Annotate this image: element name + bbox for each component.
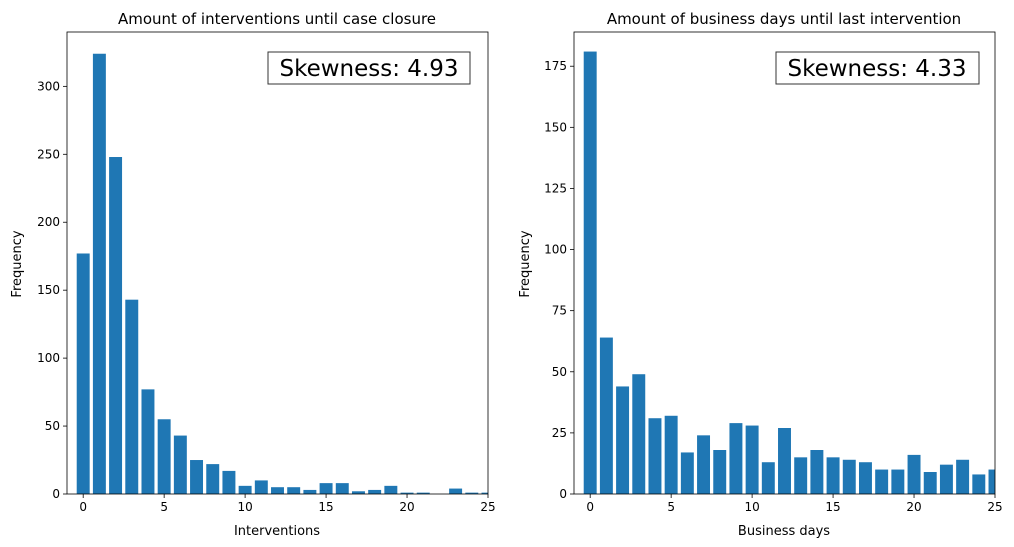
bar [907,454,921,494]
y-tick-label: 300 [37,79,60,93]
bar [972,474,986,494]
bar [400,492,414,494]
x-tick-label: 25 [987,500,1002,514]
y-tick-label: 100 [37,351,60,365]
bar [923,472,937,494]
x-tick-label: 20 [906,500,921,514]
y-axis-label: Frequency [10,230,25,297]
bar [449,488,463,494]
bar [826,457,840,494]
bar [680,452,694,494]
bar [222,470,236,494]
bar [939,464,953,494]
chart-business-days: Amount of business days until last inter… [518,10,1003,539]
bar [125,299,139,494]
bar [761,462,775,494]
bar [303,489,317,494]
bar [664,415,678,494]
y-tick-label: 75 [552,304,567,318]
bar [465,492,479,494]
bar [109,157,123,494]
x-tick-label: 20 [399,500,414,514]
bar [778,428,791,494]
y-tick-label: 50 [45,419,60,433]
bar [206,464,220,494]
bar [745,425,759,494]
bar [92,53,106,494]
bar [173,435,187,494]
x-tick-label: 5 [667,500,675,514]
bar [858,462,872,494]
y-tick-label: 0 [52,487,60,501]
bar [729,423,743,494]
bar [891,469,905,494]
bar [319,483,333,494]
x-tick-label: 25 [480,500,495,514]
bar [583,51,597,494]
y-tick-label: 150 [544,120,567,134]
chart-title: Amount of interventions until case closu… [118,10,436,28]
skewness-annotation: Skewness: 4.33 [787,56,966,82]
bar [988,469,995,494]
bar [632,374,646,494]
bar [287,487,301,494]
bar [794,457,808,494]
bar [599,337,613,494]
bar [254,480,268,494]
x-axis-label: Interventions [234,524,320,539]
x-tick-label: 10 [744,500,759,514]
x-tick-label: 15 [825,500,840,514]
y-tick-label: 125 [544,181,567,195]
y-axis-label: Frequency [518,230,533,297]
y-tick-label: 175 [544,59,567,73]
skewness-box [267,51,471,85]
bar [875,469,889,494]
bars [76,53,488,494]
x-tick-label: 0 [79,500,87,514]
bar [76,253,90,494]
y-tick-label: 250 [37,147,60,161]
bar [810,450,824,494]
bar [697,435,711,494]
chart-interventions: Amount of interventions until case closu… [10,10,496,539]
bar [384,485,398,494]
bars [583,51,995,494]
bar [648,418,662,494]
x-tick-label: 10 [237,500,252,514]
y-tick-label: 150 [37,283,60,297]
bar [271,487,284,494]
y-tick-label: 100 [544,243,567,257]
bar [238,485,252,494]
x-tick-label: 15 [318,500,333,514]
axes-frame [573,31,996,495]
bar [956,459,970,494]
y-tick-label: 25 [552,426,567,440]
bar [141,389,155,494]
bar [190,460,204,494]
bar [335,483,349,494]
axes-frame [66,31,489,495]
bar [368,489,382,494]
bar [842,459,856,494]
bar [481,492,488,494]
y-tick-label: 200 [37,215,60,229]
bar [351,491,365,494]
bar [713,450,727,494]
skewness-annotation: Skewness: 4.93 [279,56,458,82]
x-tick-label: 5 [160,500,168,514]
bar [616,386,630,494]
y-tick-label: 0 [559,487,567,501]
skewness-box [775,51,980,85]
bar [157,419,171,494]
bar [416,492,430,494]
y-tick-label: 50 [552,365,567,379]
x-tick-label: 0 [586,500,594,514]
chart-title: Amount of business days until last inter… [607,10,961,28]
x-axis-label: Business days [738,524,830,539]
plot-area: 0 5 10 15 20 25 0 25 50 75 100 125 150 175 [544,31,1003,514]
